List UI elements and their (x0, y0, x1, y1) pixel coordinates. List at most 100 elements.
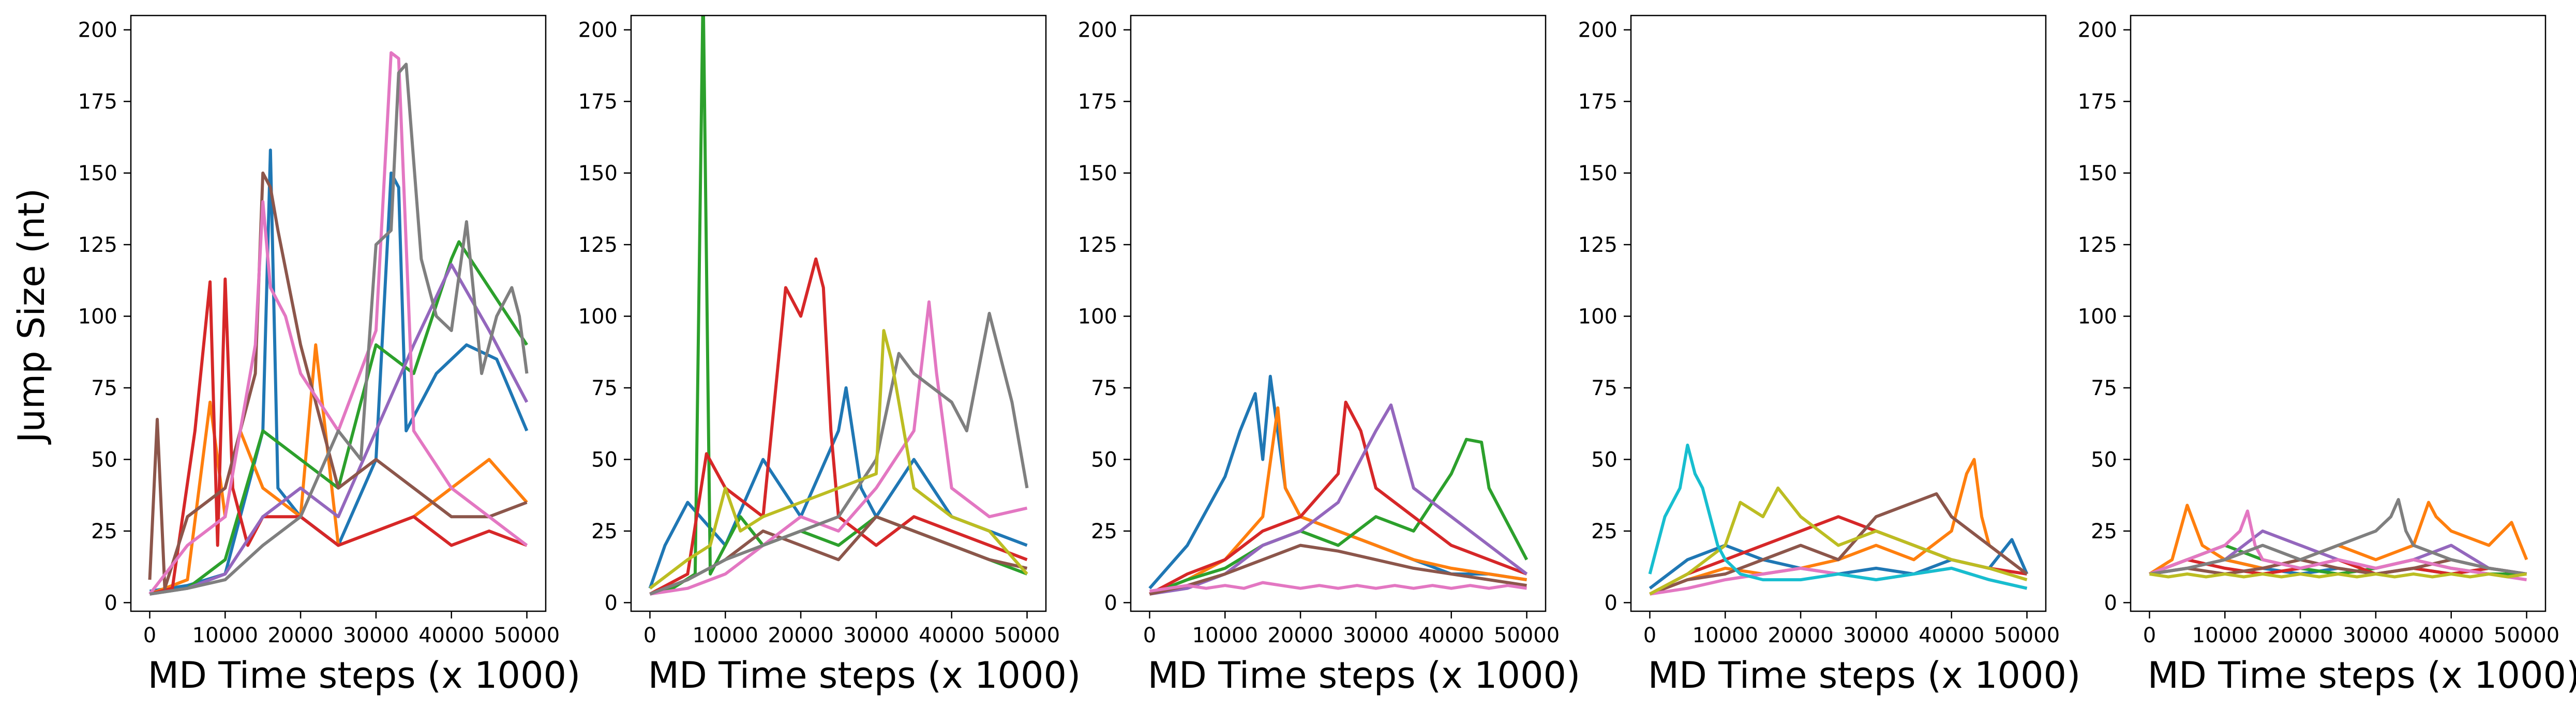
series-line-4 (149, 277, 528, 596)
y-tick-label: 200 (2078, 19, 2117, 42)
y-tick-label: 0 (104, 591, 117, 615)
y-tick-label: 50 (91, 448, 117, 472)
series-line-3 (1149, 437, 1529, 596)
x-tick-label: 50000 (494, 624, 560, 647)
x-tick-label: 40000 (1919, 624, 1984, 647)
y-tick-label: 25 (1091, 520, 1117, 543)
series-group (1148, 374, 1529, 596)
y-tick-label: 125 (2078, 233, 2117, 257)
x-tick-label: 10000 (693, 624, 758, 647)
plot-frame (630, 14, 1047, 612)
y-tick-label: 0 (1104, 591, 1117, 615)
series-line-8 (149, 63, 529, 596)
y-tick-label: 75 (1091, 376, 1117, 400)
subplot-5: 0 10000 20000 30000 40000 50000 0 25 50 75 100 125 1… (2078, 14, 2576, 697)
x-axis-label: MD Time steps (x 1000) (148, 654, 581, 697)
x-tick-label: 30000 (1343, 624, 1409, 647)
y-tick-label: 100 (1578, 305, 1618, 329)
series-line-1 (1148, 374, 1527, 590)
x-tick-label: 50000 (1994, 624, 2060, 647)
y-tick-label: 50 (1591, 448, 1618, 472)
series-group (148, 51, 529, 596)
y-tick-label: 25 (1591, 520, 1618, 543)
series-line-4 (1149, 400, 1527, 596)
x-tick-label: 40000 (418, 624, 484, 647)
y-tick-label: 150 (578, 162, 618, 186)
y-tick-label: 100 (578, 305, 618, 329)
subplot-1: 0 10000 20000 30000 40000 50000 0 25 50 75 100 125 1… (78, 14, 581, 697)
x-tick-label: 10000 (1192, 624, 1258, 647)
plot-frame (1130, 14, 1547, 612)
series-line-1 (149, 148, 529, 593)
x-tick-label: 10000 (192, 624, 258, 647)
x-tick-label: 40000 (2418, 624, 2484, 647)
series-line-5 (1650, 566, 2028, 596)
series-line-1 (648, 386, 1028, 589)
x-axis-label: MD Time steps (x 1000) (648, 654, 1081, 697)
x-tick-label: 40000 (1418, 624, 1484, 647)
x-tick-label: 50000 (1494, 624, 1560, 647)
series-line-7 (1648, 443, 2028, 590)
y-tick-label: 75 (91, 376, 117, 400)
x-tick-label: 40000 (919, 624, 984, 647)
y-tick-label: 175 (578, 90, 618, 114)
y-tick-label: 0 (1605, 591, 1618, 615)
subplot-3: 0 10000 20000 30000 40000 50000 0 25 50 75 100 125 1… (1078, 14, 1580, 697)
x-tick-label: 30000 (2343, 624, 2408, 647)
x-tick-label: 30000 (343, 624, 409, 647)
x-tick-label: 30000 (843, 624, 909, 647)
series-line-7 (1149, 581, 1527, 593)
y-tick-label: 150 (78, 162, 117, 186)
x-tick-label: 50000 (994, 624, 1060, 647)
x-tick-label: 20000 (267, 624, 333, 647)
x-tick-label: 10000 (1693, 624, 1758, 647)
y-tick-label: 0 (605, 591, 618, 615)
y-tick-label: 175 (2078, 90, 2117, 114)
x-tick-label: 20000 (768, 624, 833, 647)
series-group (648, 16, 1029, 596)
series-line-8 (2149, 498, 2527, 576)
y-tick-label: 200 (1078, 19, 1117, 42)
series-line-6 (1649, 486, 2028, 596)
x-tick-label: 50000 (2494, 624, 2559, 647)
series-line-6 (649, 312, 1029, 596)
y-tick-label: 50 (591, 448, 618, 472)
series-line-9 (2149, 572, 2527, 579)
y-tick-label: 100 (78, 305, 117, 329)
series-group (1648, 443, 2029, 596)
series-line-7 (148, 51, 528, 595)
y-tick-label: 50 (2091, 448, 2117, 472)
subplot-4: 0 10000 20000 30000 40000 50000 0 25 50 75 100 125 1… (1578, 14, 2080, 697)
y-tick-label: 75 (591, 376, 618, 400)
x-tick-label: 10000 (2192, 624, 2258, 647)
y-tick-label: 150 (1078, 162, 1117, 186)
series-line-5 (149, 263, 529, 596)
y-tick-label: 200 (1578, 19, 1618, 42)
y-tick-label: 150 (1578, 162, 1618, 186)
series-line-6 (148, 171, 528, 590)
y-tick-label: 125 (78, 233, 117, 257)
series-line-2 (2148, 501, 2528, 576)
y-tick-label: 200 (578, 19, 618, 42)
y-tick-label: 150 (2078, 162, 2117, 186)
series-line-3 (649, 257, 1028, 596)
x-tick-label: 0 (1643, 624, 1656, 647)
x-tick-label: 20000 (2267, 624, 2333, 647)
series-line-2 (1649, 458, 2028, 596)
x-tick-label: 0 (1143, 624, 1156, 647)
series-line-6 (1149, 543, 1527, 596)
series-line-7 (649, 329, 1028, 590)
y-tick-label: 100 (2078, 305, 2117, 329)
y-tick-label: 125 (1578, 233, 1618, 257)
y-tick-label: 175 (1078, 90, 1117, 114)
plot-frame (1630, 14, 2047, 612)
y-tick-label: 25 (591, 520, 618, 543)
y-tick-label: 200 (78, 19, 117, 42)
series-line-7 (2149, 509, 2527, 582)
y-tick-label: 100 (1078, 305, 1117, 329)
plot-frame (130, 14, 547, 612)
x-tick-label: 20000 (1267, 624, 1333, 647)
y-axis-label: Jump Size (nt) (10, 188, 53, 445)
y-tick-label: 25 (91, 520, 117, 543)
